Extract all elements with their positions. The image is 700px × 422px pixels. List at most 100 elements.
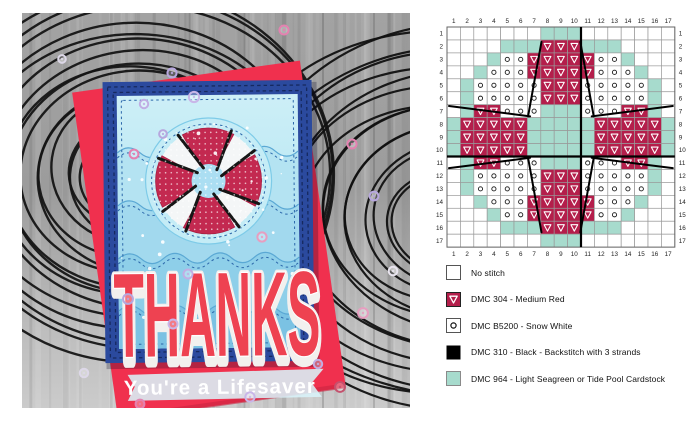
grid-cell: [513, 130, 528, 144]
column-label: 11: [584, 18, 591, 25]
medium-red-symbol: [530, 211, 539, 219]
grid-cell: [500, 104, 515, 118]
sequin: [256, 231, 268, 243]
speckle: [127, 177, 131, 182]
stitch-hole-dot: [232, 136, 235, 139]
stitch-hole-dot: [239, 222, 242, 225]
stitch-hole-dot: [182, 194, 184, 197]
stitch-hole-dot: [181, 131, 184, 134]
stitch-hole-dot: [176, 177, 178, 180]
medium-red-symbol: [597, 146, 606, 154]
grid-cell: [580, 220, 595, 235]
medium-red-symbol: [503, 120, 512, 129]
row-label: 4: [439, 70, 443, 77]
medium-red-symbol: [583, 211, 592, 219]
grid-cell: [594, 65, 609, 80]
snow-white-symbol: [598, 56, 604, 62]
column-label: 1: [452, 251, 456, 258]
stitch-hole-dot: [238, 142, 241, 145]
stitch-hole-dot: [170, 160, 173, 163]
column-label: 15: [638, 251, 646, 258]
wood-streak: [354, 13, 357, 408]
row-label: 9: [439, 134, 443, 141]
wood-streak: [35, 13, 42, 408]
row-label: 1: [679, 31, 683, 38]
stitch-hole-dot: [245, 216, 247, 219]
stitch-hole-dot: [182, 211, 184, 214]
grid-cell: [607, 182, 622, 196]
snow-white-symbol: [491, 173, 497, 179]
stitch-hole-dot: [205, 217, 207, 219]
legend-label: No stitch: [471, 267, 505, 278]
stitch-hole-dot: [158, 166, 161, 168]
speckle: [257, 280, 259, 283]
stitch-hole-dot: [210, 154, 212, 157]
grid-cell: [647, 143, 662, 157]
grid-cell: [594, 233, 609, 248]
grid-cell: [661, 195, 676, 209]
stitch-hole-dot: [181, 148, 184, 151]
sequin: [278, 24, 290, 36]
column-label: 10: [571, 251, 579, 258]
sequin: [368, 190, 380, 202]
row-label: 11: [679, 160, 686, 167]
stitch-hole-dot: [216, 216, 219, 219]
stitch-hole-dot: [221, 142, 224, 145]
grid-cell: [567, 195, 582, 209]
stitch-hole-dot: [221, 148, 224, 151]
grid-cell: [647, 195, 662, 209]
snow-white-symbol: [491, 95, 497, 101]
grid-cell: [527, 143, 542, 157]
grid-cell: [620, 52, 635, 67]
stitch-hole-dot: [250, 210, 253, 213]
grid-cell: [446, 130, 461, 144]
snow-white-symbol: [585, 160, 591, 166]
stitch-hole-dot: [255, 148, 258, 150]
grid-cell: [607, 52, 622, 67]
grid-cell: [513, 143, 528, 157]
stitch-hole-dot: [238, 136, 241, 139]
grid-cell: [513, 233, 528, 248]
grid-cell: [647, 52, 662, 67]
snow-white-symbol: [477, 95, 484, 101]
grid-cell: [594, 91, 609, 106]
medium-red-symbol: [570, 55, 579, 64]
row-label: 16: [679, 225, 687, 232]
speckle: [264, 176, 268, 180]
stitch-hole-dot: [204, 165, 207, 168]
medium-red-symbol: [570, 81, 579, 90]
grid-cell: [473, 195, 488, 209]
wood-streak: [406, 13, 410, 408]
stitch-hole-dot: [244, 165, 247, 168]
sequin: [122, 293, 134, 305]
medium-red-symbol: [637, 146, 646, 154]
snow-white-symbol: [491, 82, 497, 88]
stitch-hole-dot: [165, 211, 167, 214]
snow-white-symbol: [491, 186, 497, 192]
snow-white-symbol: [598, 95, 604, 101]
row-label: 8: [679, 121, 683, 128]
grid-cell: [647, 65, 662, 80]
stitch-hole-dot: [216, 199, 219, 202]
stitch-hole-dot: [175, 131, 178, 134]
grid-cell: [527, 65, 542, 80]
snow-white-symbol: [638, 82, 644, 88]
column-label: 16: [651, 18, 659, 25]
backstitch-line: [527, 40, 543, 118]
grid-cell: [567, 182, 582, 196]
stitch-hole-dot: [170, 143, 172, 146]
backstitch-line: [579, 40, 595, 118]
grid-cell: [567, 104, 582, 118]
grid-cell: [620, 195, 635, 209]
stitch-hole-dot: [250, 216, 253, 219]
grid-cell: [661, 117, 676, 131]
medium-red-symbol: [570, 68, 579, 77]
row-label: 14: [679, 199, 687, 206]
grid-cell: [446, 220, 461, 235]
stitch-hole-dot: [199, 194, 201, 197]
grid-cell: [553, 207, 568, 222]
stitch-hole-dot: [221, 137, 224, 139]
row-label: 4: [679, 70, 683, 77]
grid-cells: [446, 26, 676, 248]
stitch-hole-dot: [232, 148, 235, 151]
